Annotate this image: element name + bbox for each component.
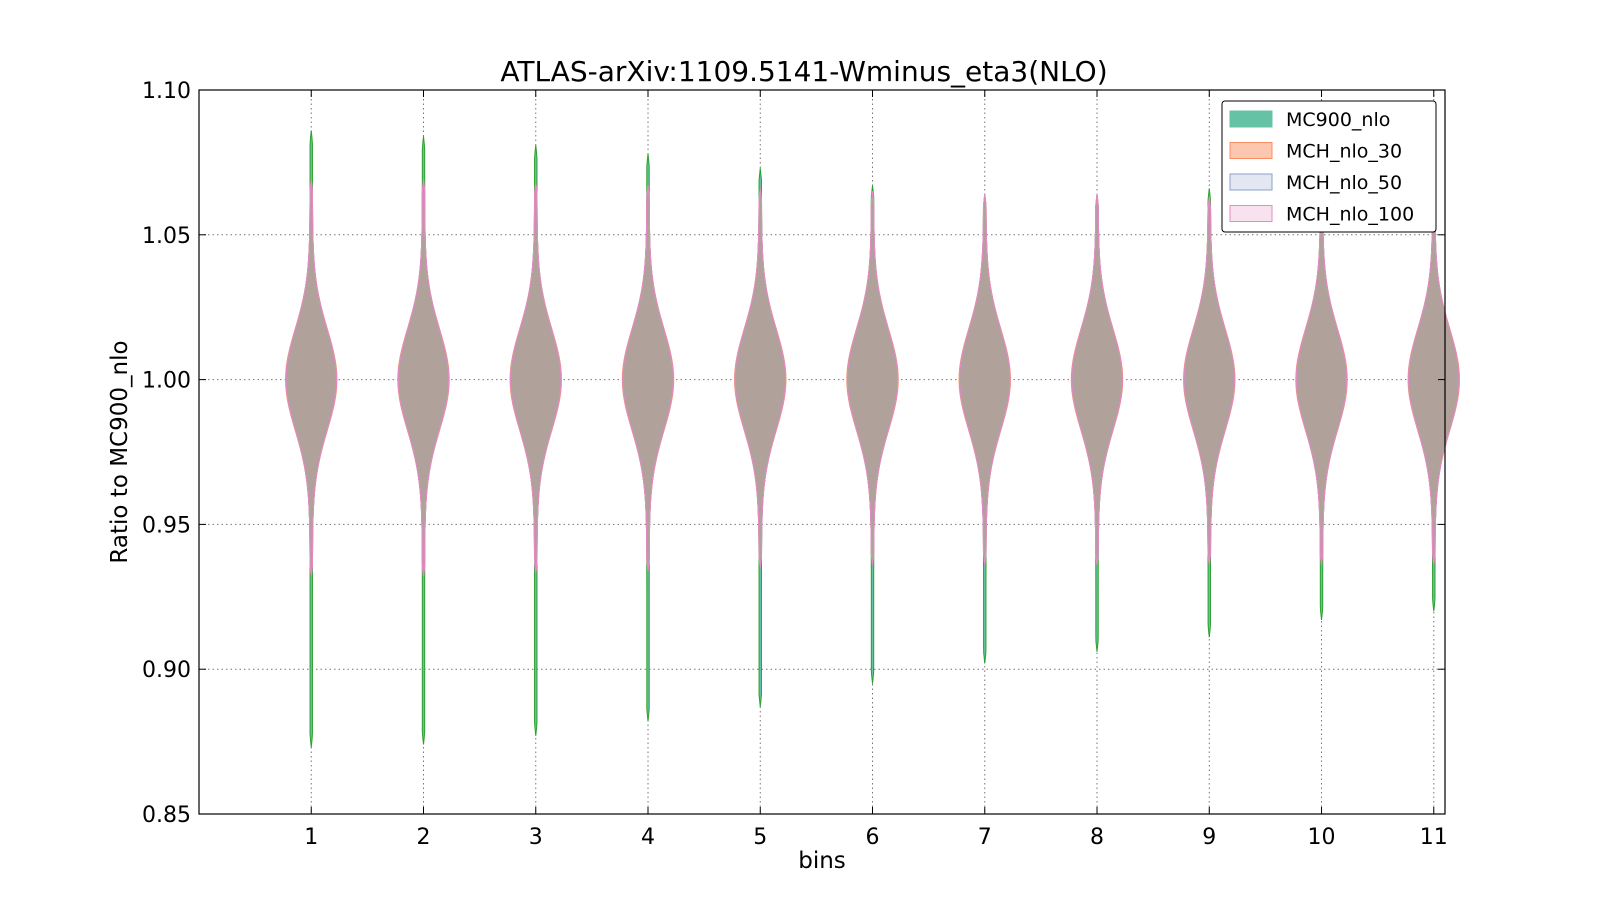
violin-mch-nlo-100	[959, 194, 1011, 566]
legend-label: MCH_nlo_30	[1286, 141, 1402, 163]
legend-swatch	[1229, 110, 1273, 128]
x-tick-label: 8	[1090, 825, 1104, 850]
violins-layer	[285, 130, 1460, 748]
x-tick-label: 2	[417, 825, 431, 850]
y-tick-label: 0.95	[142, 513, 191, 538]
violin-mch-nlo-100	[397, 179, 450, 577]
y-axis-label: Ratio to MC900_nlo	[107, 340, 133, 563]
y-tick-label: 0.85	[142, 803, 191, 828]
x-tick-label: 10	[1308, 825, 1336, 850]
plot-frame	[198, 89, 1446, 815]
x-axis-label: bins	[798, 848, 846, 874]
x-tick-label: 3	[529, 825, 543, 850]
y-tick-label: 1.00	[142, 369, 191, 394]
legend-swatch	[1229, 173, 1273, 191]
legend-box	[1221, 100, 1437, 233]
x-tick-label: 1	[304, 825, 318, 850]
violin-mch-nlo-100	[1071, 194, 1123, 566]
legend-swatch	[1229, 205, 1273, 222]
x-tick-label: 6	[866, 825, 880, 850]
x-tick-label: 9	[1202, 825, 1216, 850]
x-tick-label: 7	[978, 825, 992, 850]
y-tick-label: 1.10	[142, 79, 191, 104]
y-tick-label: 0.90	[142, 658, 191, 683]
legend-label: MCH_nlo_100	[1286, 204, 1414, 226]
violin-mch-nlo-100	[1183, 197, 1235, 566]
violin-mch-nlo-100	[285, 179, 337, 577]
chart-title: ATLAS-arXiv:1109.5141-Wminus_eta3(NLO)	[500, 55, 1107, 88]
y-tick-label: 1.05	[142, 224, 191, 249]
legend-swatch	[1229, 142, 1273, 159]
legend-label: MC900_nlo	[1286, 109, 1390, 131]
violin-mch-nlo-100	[510, 182, 562, 574]
legend: MC900_nlo MCH_nlo_30 MCH_nlo_50 MCH_nlo_100	[1221, 100, 1437, 233]
legend-label: MCH_nlo_50	[1286, 172, 1402, 194]
violin-mch-nlo-100	[846, 191, 899, 565]
x-tick-label: 11	[1420, 825, 1448, 850]
x-tick-label: 4	[641, 825, 655, 850]
x-tick-label: 5	[753, 825, 767, 850]
axis-ticks: 1 2 3 4 5 6 7 8 9 10 11 0.85 0.90 0.95 1.00 1.05 1.10	[142, 79, 1448, 850]
violin-mch-nlo-100	[622, 185, 674, 571]
violin-mch-nlo-100	[734, 188, 786, 568]
